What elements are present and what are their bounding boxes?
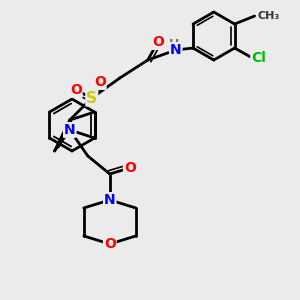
Text: Cl: Cl	[251, 51, 266, 65]
Text: S: S	[86, 91, 97, 106]
Text: CH₃: CH₃	[258, 11, 280, 21]
Text: H: H	[169, 38, 179, 50]
Text: N: N	[104, 193, 116, 207]
Text: O: O	[104, 237, 116, 251]
Text: O: O	[94, 75, 106, 89]
Text: O: O	[70, 83, 82, 97]
Text: O: O	[124, 161, 136, 175]
Text: N: N	[170, 43, 182, 57]
Text: N: N	[64, 123, 76, 137]
Text: O: O	[152, 35, 164, 49]
